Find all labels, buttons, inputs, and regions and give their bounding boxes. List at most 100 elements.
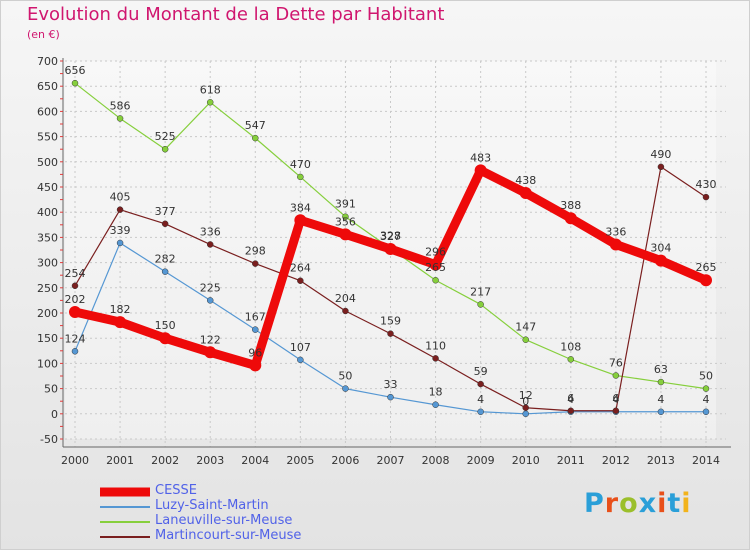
data-point-cesse [249, 359, 262, 372]
y-tick-label: 600 [37, 105, 58, 118]
data-point-laneuville-sur-meuse [252, 134, 259, 142]
data-label-luzy-saint-martin: 50 [338, 370, 352, 383]
x-tick-label: 2004 [241, 454, 269, 467]
y-tick-label: 450 [37, 181, 58, 194]
x-tick-label: 2010 [512, 454, 540, 467]
x-tick-label: 2008 [422, 454, 450, 467]
data-point-cesse [294, 214, 307, 227]
line-chart: -500501001502002503003504004505005506006… [37, 55, 731, 467]
data-point-luzy-saint-martin [657, 408, 665, 416]
data-point-martincourt-sur-meuse [342, 307, 349, 315]
data-label-martincourt-sur-meuse: 264 [290, 262, 311, 275]
data-point-laneuville-sur-meuse [612, 372, 620, 379]
data-point-laneuville-sur-meuse [161, 145, 169, 153]
data-point-cesse [564, 212, 577, 225]
data-point-martincourt-sur-meuse [161, 220, 169, 228]
y-tick-label: 350 [37, 231, 58, 244]
data-point-cesse [700, 274, 712, 287]
data-label-martincourt-sur-meuse: 59 [474, 365, 488, 378]
legend-label: CESSE [155, 483, 198, 498]
data-label-luzy-saint-martin: 107 [290, 341, 311, 354]
legend-swatch [100, 505, 150, 508]
chart-unit-label: (en €) [27, 28, 60, 41]
data-label-cesse: 327 [380, 230, 401, 243]
data-point-cesse [429, 258, 442, 271]
y-tick-label: 150 [37, 332, 58, 345]
data-label-luzy-saint-martin: 282 [155, 253, 176, 266]
data-point-luzy-saint-martin [702, 408, 710, 416]
data-label-luzy-saint-martin: 4 [477, 393, 484, 406]
logo-letter: P [584, 488, 605, 519]
data-point-martincourt-sur-meuse [206, 241, 214, 248]
data-label-cesse: 265 [696, 261, 717, 274]
data-point-luzy-saint-martin [206, 297, 214, 304]
x-tick-label: 2012 [602, 454, 630, 467]
data-point-luzy-saint-martin [297, 356, 304, 364]
data-point-laneuville-sur-meuse [477, 301, 484, 308]
data-point-cesse [339, 228, 352, 241]
data-point-martincourt-sur-meuse [702, 193, 710, 201]
data-label-cesse: 388 [560, 199, 581, 212]
data-point-laneuville-sur-meuse [71, 79, 79, 87]
data-label-martincourt-sur-meuse: 204 [335, 292, 356, 305]
data-point-laneuville-sur-meuse [567, 356, 575, 363]
legend-swatch [100, 520, 150, 523]
y-tick-label: 0 [51, 408, 58, 421]
x-tick-label: 2003 [196, 454, 224, 467]
data-label-cesse: 304 [650, 242, 671, 255]
data-label-cesse: 182 [110, 303, 131, 316]
data-label-martincourt-sur-meuse: 6 [567, 392, 574, 405]
y-tick-label: 200 [37, 307, 58, 320]
x-tick-label: 2002 [151, 454, 179, 467]
x-tick-label: 2011 [557, 454, 585, 467]
data-point-cesse [474, 164, 487, 177]
data-point-cesse [654, 254, 667, 267]
data-label-laneuville-sur-meuse: 265 [425, 261, 446, 274]
data-label-cesse: 122 [200, 333, 221, 346]
y-tick-label: 400 [37, 206, 58, 219]
data-label-luzy-saint-martin: 124 [65, 332, 86, 345]
data-point-martincourt-sur-meuse [71, 282, 79, 290]
data-label-laneuville-sur-meuse: 328 [380, 229, 401, 242]
data-point-laneuville-sur-meuse [342, 213, 349, 220]
y-tick-label: 700 [37, 55, 58, 68]
data-label-cesse: 336 [605, 225, 626, 238]
data-label-luzy-saint-martin: 4 [703, 393, 710, 406]
data-point-martincourt-sur-meuse [612, 407, 620, 415]
logo-letter: o [619, 488, 639, 519]
data-point-cesse [69, 305, 81, 318]
data-label-luzy-saint-martin: 18 [429, 386, 443, 399]
data-label-cesse: 202 [65, 293, 86, 306]
data-label-luzy-saint-martin: 167 [245, 311, 266, 324]
data-point-martincourt-sur-meuse [252, 260, 259, 267]
data-point-laneuville-sur-meuse [432, 276, 439, 284]
data-label-cesse: 150 [155, 319, 176, 332]
data-label-luzy-saint-martin: 339 [110, 224, 131, 237]
y-tick-label: 50 [44, 383, 58, 396]
data-point-cesse [204, 346, 217, 359]
data-point-laneuville-sur-meuse [116, 115, 124, 122]
data-point-laneuville-sur-meuse [522, 336, 529, 343]
data-label-cesse: 356 [335, 215, 356, 228]
data-label-laneuville-sur-meuse: 63 [654, 363, 668, 376]
logo-letter: x [638, 488, 658, 519]
y-tick-label: 500 [37, 156, 58, 169]
logo-letter: i [681, 488, 692, 519]
legend-item-laneuville-sur-meuse: Laneuville-sur-Meuse [100, 513, 360, 529]
data-point-cesse [114, 316, 127, 329]
y-tick-label: -50 [40, 433, 58, 446]
x-tick-label: 2001 [106, 454, 134, 467]
data-point-luzy-saint-martin [161, 268, 169, 275]
legend-label: Martincourt-sur-Meuse [155, 528, 302, 543]
data-point-martincourt-sur-meuse [567, 407, 575, 415]
data-label-martincourt-sur-meuse: 6 [612, 392, 619, 405]
data-point-martincourt-sur-meuse [116, 206, 124, 213]
data-label-martincourt-sur-meuse: 12 [519, 389, 533, 402]
data-label-luzy-saint-martin: 33 [384, 378, 398, 391]
data-point-luzy-saint-martin [116, 239, 124, 247]
data-point-laneuville-sur-meuse [657, 378, 665, 386]
legend-item-cesse: CESSE [100, 483, 360, 499]
data-label-cesse: 483 [470, 151, 491, 164]
x-tick-label: 2013 [647, 454, 675, 467]
data-label-cesse: 296 [425, 246, 446, 259]
